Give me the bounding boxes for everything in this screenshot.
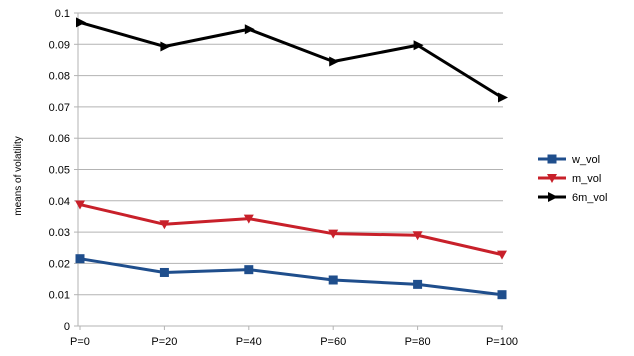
data-point	[548, 192, 558, 202]
x-tick-label: P=20	[151, 336, 177, 348]
y-tick-label: 0.1	[55, 8, 70, 20]
y-tick-label: 0.04	[49, 196, 70, 208]
data-point	[328, 275, 338, 285]
x-tick-label: P=0	[70, 336, 90, 348]
data-point	[413, 40, 424, 51]
y-tick-label: 0.06	[49, 133, 70, 145]
series-line	[79, 203, 503, 257]
series-line	[79, 257, 503, 297]
series-line	[79, 20, 503, 99]
data-point	[75, 254, 85, 264]
x-tick-labels: P=0 P=20 P=40 P=60 P=80 P=100	[70, 336, 518, 348]
legend-label: m_vol	[572, 173, 601, 185]
y-axis-title: means of volatility	[13, 136, 24, 215]
data-point	[243, 214, 254, 224]
data-point	[497, 290, 507, 300]
legend-label: 6m_vol	[572, 192, 607, 204]
data-point	[547, 174, 557, 183]
legend: w_vol m_vol 6m_vol	[538, 154, 607, 204]
y-tick-labels: 0 0.01 0.02 0.03 0.04 0.05 0.06 0.07 0.08 0.09 0.1	[49, 8, 70, 333]
x-tick-label: P=60	[320, 336, 346, 348]
data-point	[76, 17, 86, 28]
y-tick-label: 0	[64, 321, 70, 333]
data-point	[244, 265, 254, 275]
data-point	[159, 267, 169, 277]
y-tick-label: 0.07	[49, 102, 70, 114]
data-point	[329, 56, 340, 67]
grid-lines	[78, 12, 503, 327]
y-tick-label: 0.03	[49, 227, 70, 239]
data-point	[547, 154, 557, 164]
y-tick-label: 0.09	[49, 39, 70, 51]
data-point	[328, 229, 339, 239]
data-point	[159, 220, 170, 230]
data-point	[412, 231, 423, 241]
axes	[74, 12, 503, 330]
data-point	[75, 200, 85, 210]
legend-label: w_vol	[571, 154, 600, 166]
data-point	[498, 92, 508, 103]
x-tick-label: P=80	[405, 336, 431, 348]
data-point	[244, 24, 255, 35]
y-tick-label: 0.01	[49, 290, 70, 302]
y-tick-label: 0.05	[49, 165, 70, 177]
y-tick-label: 0.02	[49, 258, 70, 270]
data-point	[160, 41, 171, 52]
y-tick-label: 0.08	[49, 71, 70, 83]
data-point	[497, 250, 507, 260]
x-tick-label: P=40	[236, 336, 262, 348]
data-point	[413, 279, 423, 289]
x-tick-label: P=100	[486, 336, 518, 348]
series-group	[75, 17, 508, 300]
